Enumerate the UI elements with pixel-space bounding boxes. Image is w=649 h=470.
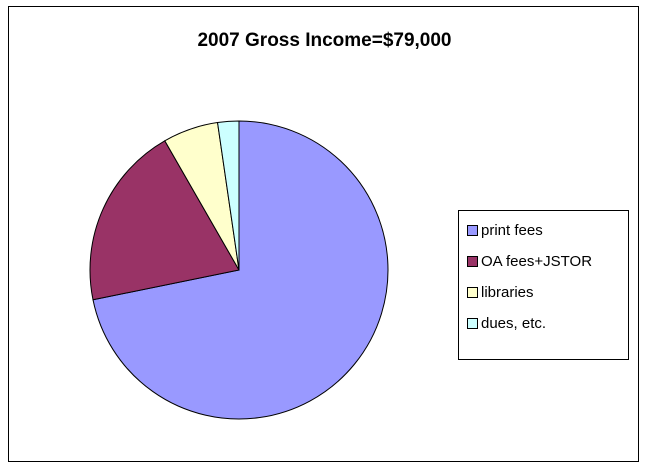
chart-title: 2007 Gross Income=$79,000 xyxy=(197,30,452,51)
chart-legend: print fees OA fees+JSTOR libraries dues, et… xyxy=(458,210,629,360)
legend-item-print-fees: print fees xyxy=(467,218,628,243)
legend-swatch xyxy=(467,318,478,329)
legend-swatch xyxy=(467,287,478,298)
legend-label: dues, etc. xyxy=(481,315,547,332)
legend-swatch xyxy=(467,256,478,267)
legend-label: libraries xyxy=(481,284,534,301)
legend-label: OA fees+JSTOR xyxy=(481,253,593,270)
legend-label: print fees xyxy=(481,222,543,239)
legend-item-libraries: libraries xyxy=(467,280,628,305)
pie-slice-oa-fees-jstor xyxy=(89,140,240,301)
legend-item-dues-etc: dues, etc. xyxy=(467,311,628,336)
legend-item-oa-fees-jstor: OA fees+JSTOR xyxy=(467,249,628,274)
pie-slice-dues-etc xyxy=(216,120,240,271)
legend-swatch xyxy=(467,225,478,236)
pie-slice-print-fees xyxy=(92,120,389,420)
